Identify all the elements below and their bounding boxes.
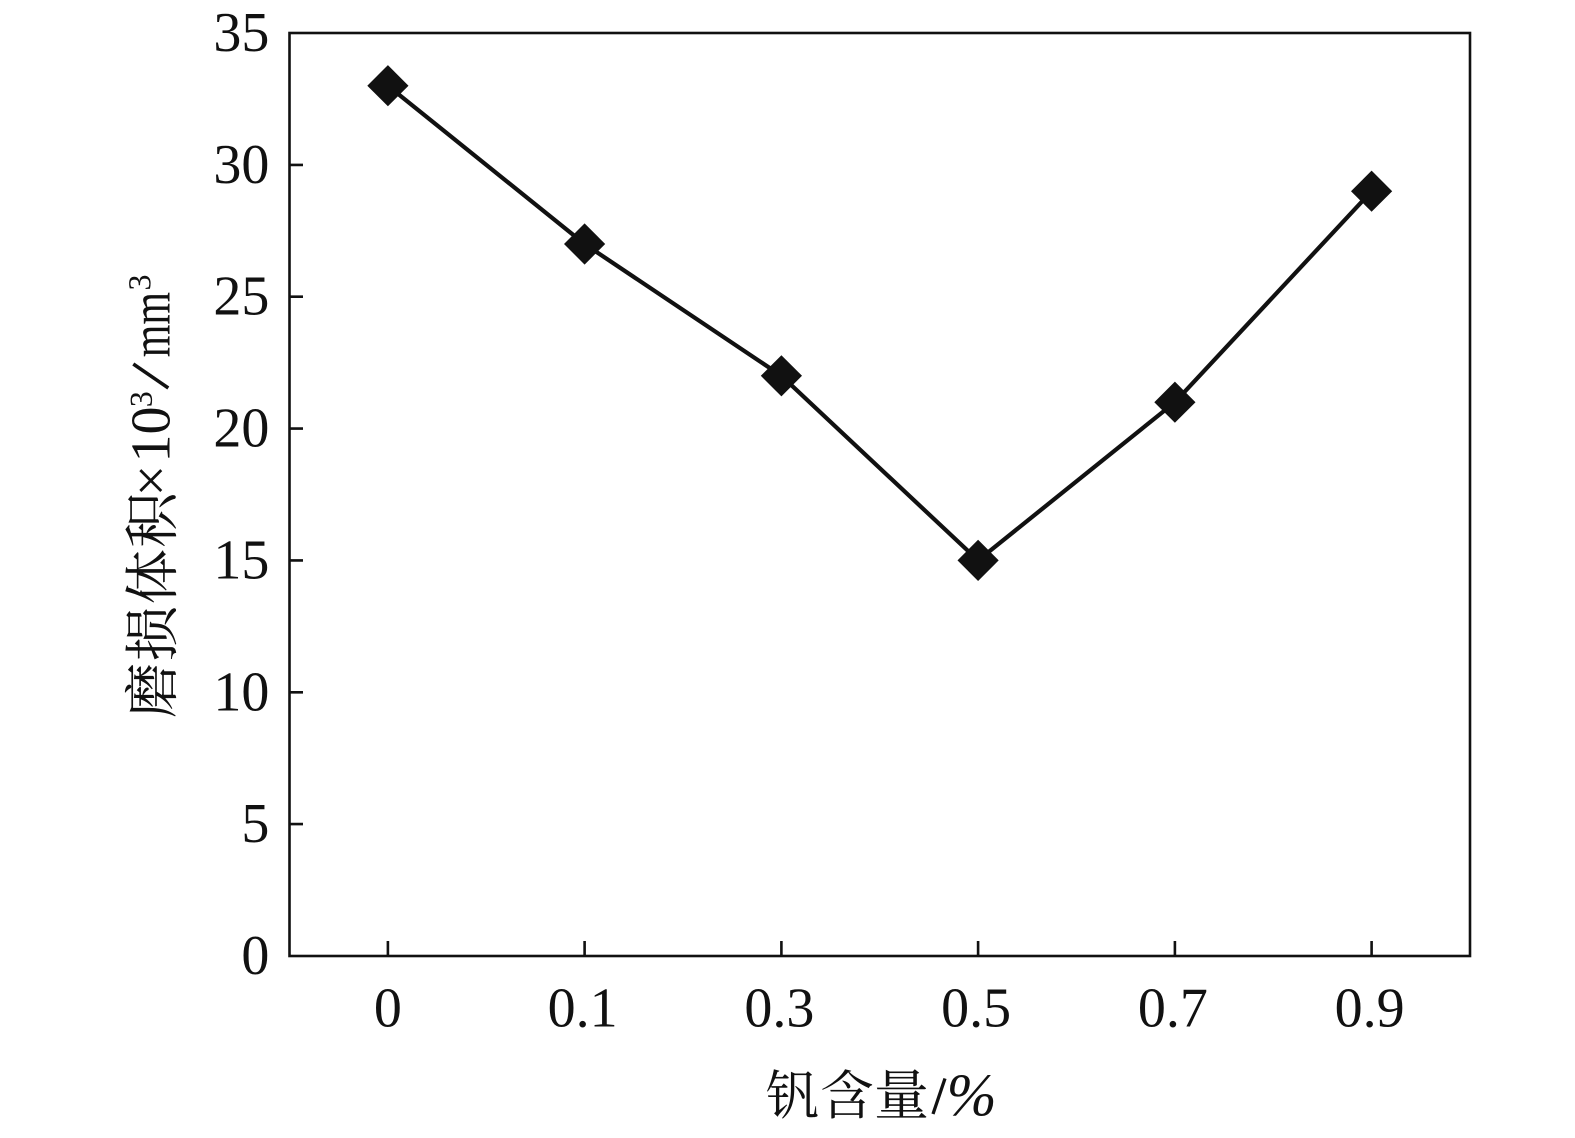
- svg-text:0.5: 0.5: [941, 978, 1011, 1040]
- svg-text:25: 25: [213, 266, 269, 328]
- svg-text:20: 20: [213, 398, 269, 460]
- svg-text:0.9: 0.9: [1335, 978, 1405, 1040]
- svg-text:0.1: 0.1: [548, 978, 618, 1040]
- svg-text:10: 10: [213, 661, 269, 723]
- svg-text:%: %: [947, 1062, 997, 1128]
- svg-text:mm: mm: [120, 292, 182, 357]
- svg-text:5: 5: [241, 793, 269, 855]
- svg-text:0.7: 0.7: [1138, 978, 1208, 1040]
- svg-text:×: ×: [120, 465, 182, 497]
- svg-text:0: 0: [241, 925, 269, 987]
- svg-text:10: 10: [120, 407, 182, 463]
- svg-text:0.3: 0.3: [744, 978, 814, 1040]
- svg-text:15: 15: [213, 529, 269, 591]
- svg-text:0: 0: [374, 978, 402, 1040]
- svg-text:30: 30: [213, 134, 269, 196]
- svg-text:35: 35: [213, 2, 269, 64]
